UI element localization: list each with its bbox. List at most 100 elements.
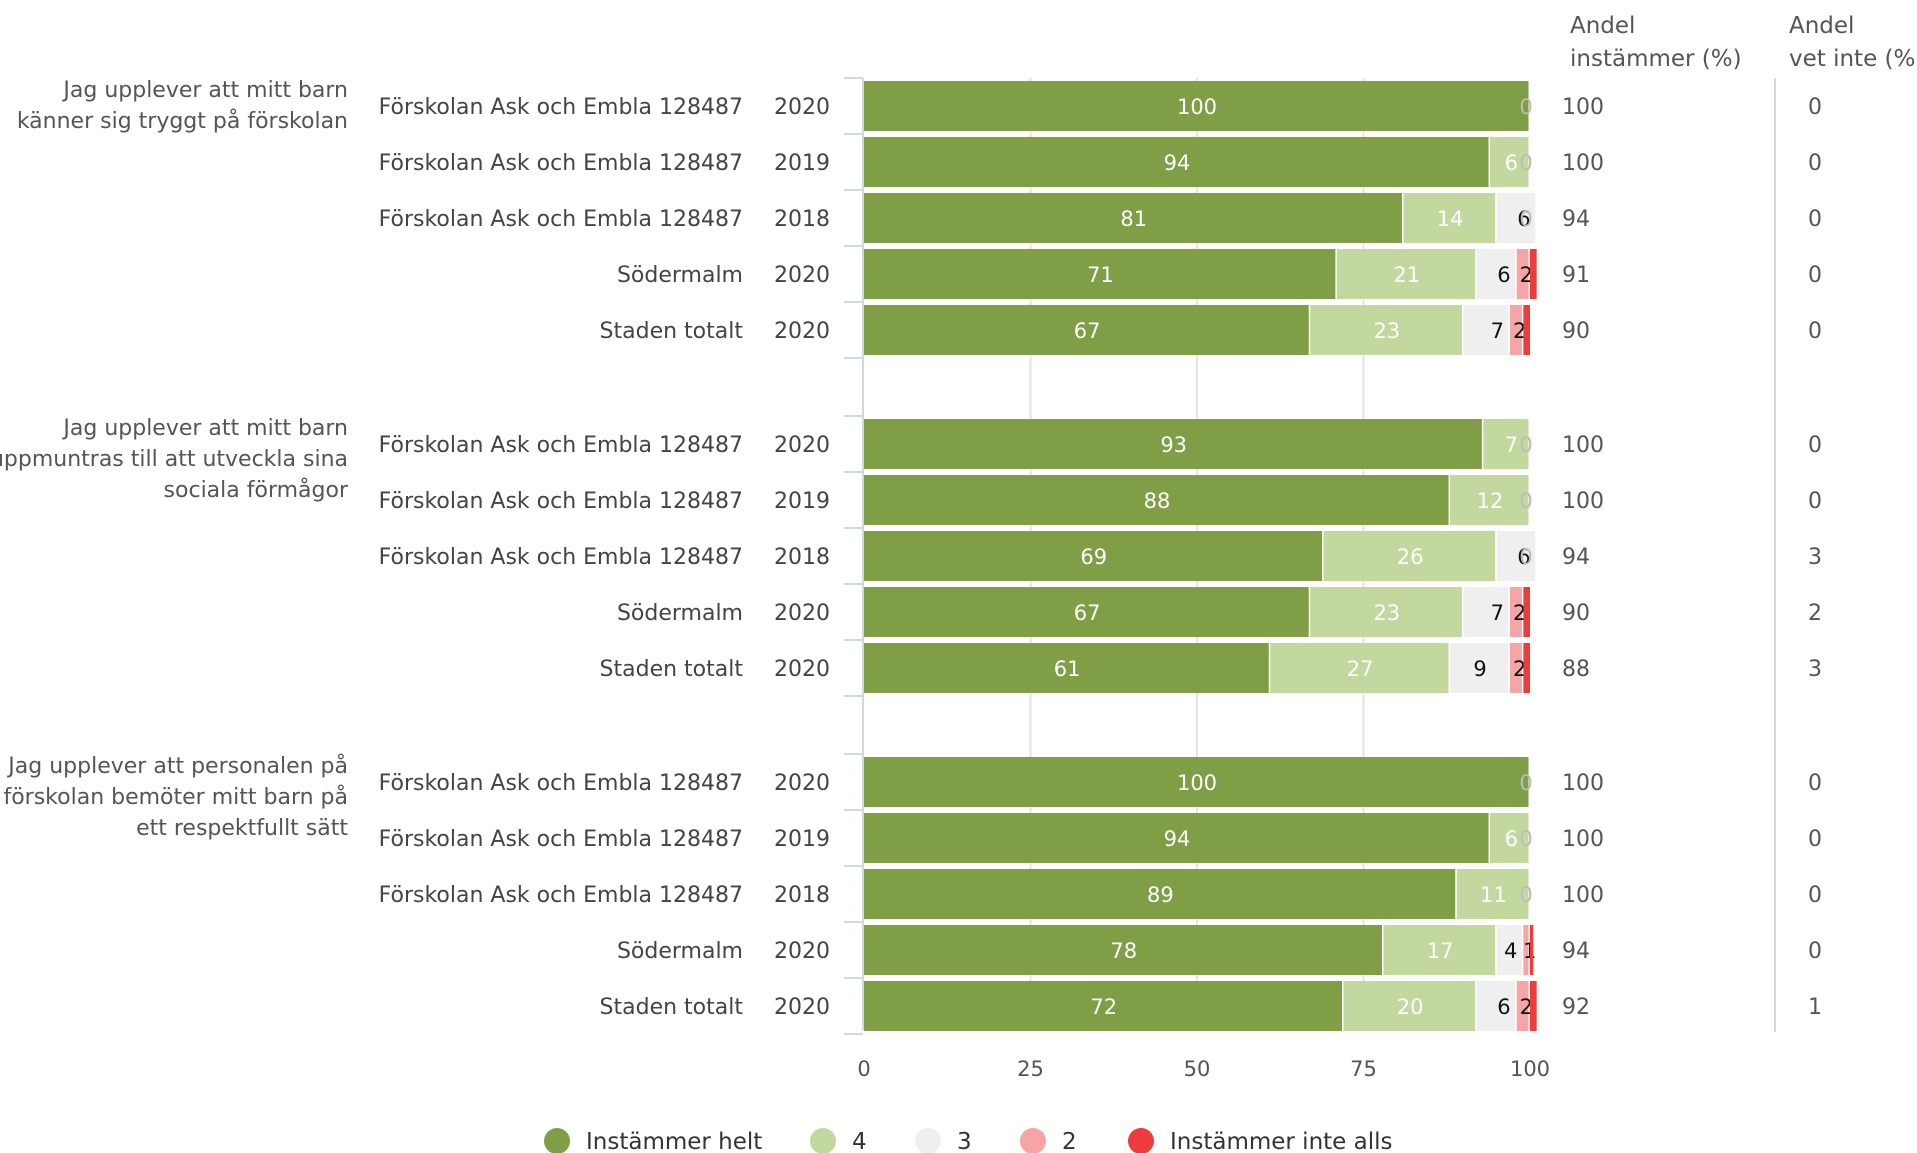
bar-segment-label: 0 [1519, 883, 1532, 907]
bar-segment-5 [1530, 981, 1537, 1031]
bar-segment-3 [1496, 193, 1536, 243]
bar-segment-label: 72 [1090, 995, 1117, 1019]
bar-segment-label: 0 [1519, 95, 1532, 119]
bar-segment-4 [1516, 981, 1529, 1031]
row-year-label: 2020 [774, 601, 830, 626]
bar-row: Förskolan Ask och Embla 128487 2020 100 0 10… [379, 77, 1822, 131]
bar-segment-label: 100 [1177, 771, 1217, 795]
bar-segment-3 [1476, 249, 1516, 299]
bar-row: Förskolan Ask och Embla 128487 2018 89 11 0 1… [379, 865, 1822, 919]
bar-segment-1 [864, 531, 1323, 581]
x-tick-label: 100 [1510, 1057, 1550, 1081]
row-unit-label: Förskolan Ask och Embla 128487 [379, 489, 743, 514]
bar-row: Staden totalt 2020 61 27 9 2 88 3 [600, 639, 1822, 697]
bar-segment-label: 0 [1519, 207, 1532, 231]
bar-segment-label: 23 [1373, 601, 1400, 625]
bar-row: Förskolan Ask och Embla 128487 2020 93 7 0 10… [379, 415, 1822, 469]
bar-segment-label: 17 [1427, 939, 1454, 963]
row-unit-label: Förskolan Ask och Embla 128487 [379, 433, 743, 458]
bar-segment-label: 88 [1144, 489, 1171, 513]
legend-marker [544, 1128, 570, 1153]
legend-label: 4 [852, 1129, 867, 1153]
bar-segment-2 [1490, 137, 1529, 187]
bar-segment-5 [1530, 925, 1534, 975]
header-share-agree: instämmer (%) [1570, 46, 1742, 72]
question-text: Jag upplever att mitt barn [61, 78, 348, 103]
bar-segment-label: 78 [1110, 939, 1137, 963]
bar-segment-label: 21 [1393, 263, 1420, 287]
bar-segment-label: 7 [1491, 601, 1504, 625]
legend: Instämmer helt 4 3 2 Instämmer inte alls [544, 1128, 1393, 1153]
row-year-label: 2020 [774, 433, 830, 458]
row-unit-label: Förskolan Ask och Embla 128487 [379, 207, 743, 232]
bar-segment-1 [864, 813, 1489, 863]
bar-segment-2 [1270, 643, 1449, 693]
bar-row: Staden totalt 2020 72 20 6 2 92 1 [600, 977, 1822, 1035]
x-tick-label: 25 [1017, 1057, 1044, 1081]
row-unit-label: Staden totalt [600, 319, 744, 344]
bar-segment-label: 7 [1505, 433, 1518, 457]
x-tick-label: 75 [1350, 1057, 1377, 1081]
bar-segment-4 [1510, 643, 1522, 693]
share-dont-know-value: 0 [1808, 489, 1822, 514]
x-tick-label: 0 [857, 1057, 870, 1081]
bar-segment-label: 26 [1397, 545, 1424, 569]
question-group: Jag upplever att mitt barn känner sig try… [17, 77, 1822, 359]
share-agree-value: 100 [1562, 883, 1604, 908]
bar-segment-2 [1343, 981, 1476, 1031]
bar-row: Södermalm 2020 71 21 6 2 91 0 [617, 245, 1822, 299]
row-year-label: 2020 [774, 995, 830, 1020]
bar-segment-label: 0 [1519, 433, 1532, 457]
bar-row: Södermalm 2020 78 17 4 1 94 0 [617, 921, 1822, 975]
row-unit-label: Södermalm [617, 939, 743, 964]
row-year-label: 2019 [774, 489, 830, 514]
share-agree-value: 94 [1562, 545, 1590, 570]
bar-segment-label: 0 [1519, 489, 1532, 513]
bar-row: Staden totalt 2020 67 23 7 2 90 0 [600, 301, 1822, 359]
bar-segment-label: 93 [1160, 433, 1187, 457]
header-share-dont-know: Andel [1789, 13, 1854, 39]
bar-row: Södermalm 2020 67 23 7 2 90 2 [617, 583, 1822, 637]
bar-segment-5 [1523, 587, 1530, 637]
bar-segment-2 [1323, 531, 1496, 581]
share-agree-value: 100 [1562, 95, 1604, 120]
share-dont-know-value: 0 [1808, 771, 1822, 796]
bar-segment-4 [1510, 587, 1522, 637]
share-dont-know-value: 0 [1808, 827, 1822, 852]
bar-segment-label: 0 [1519, 771, 1532, 795]
bar-row: Förskolan Ask och Embla 128487 2019 88 12 0 1… [379, 471, 1822, 525]
question-group: Jag upplever att mitt barn uppmuntras til… [0, 415, 1822, 697]
bar-segment-label: 71 [1087, 263, 1114, 287]
legend-label: 2 [1062, 1129, 1077, 1153]
bar-segment-label: 4 [1504, 939, 1517, 963]
share-dont-know-value: 2 [1808, 601, 1822, 626]
bar-segment-label: 14 [1437, 207, 1464, 231]
row-year-label: 2018 [774, 545, 830, 570]
question-text: ett respektfullt sätt [136, 816, 348, 841]
share-dont-know-value: 3 [1808, 545, 1822, 570]
row-year-label: 2018 [774, 883, 830, 908]
share-agree-value: 100 [1562, 151, 1604, 176]
bar-segment-1 [864, 643, 1269, 693]
legend-marker [810, 1128, 836, 1153]
bar-segment-4 [1516, 249, 1529, 299]
question-text: Jag upplever att personalen på [6, 753, 348, 779]
row-year-label: 2020 [774, 95, 830, 120]
bar-row: Förskolan Ask och Embla 128487 2019 94 6 0 10… [379, 133, 1822, 187]
bar-segment-label: 2 [1513, 601, 1526, 625]
bar-segment-3 [1476, 981, 1516, 1031]
bar-segment-1 [864, 249, 1336, 299]
row-unit-label: Staden totalt [600, 657, 744, 682]
row-year-label: 2020 [774, 939, 830, 964]
bar-segment-label: 67 [1074, 601, 1101, 625]
row-year-label: 2020 [774, 263, 830, 288]
bar-row: Förskolan Ask och Embla 128487 2019 94 6 0 10… [379, 809, 1822, 863]
bar-segment-label: 100 [1177, 95, 1217, 119]
bar-segment-3 [1450, 643, 1509, 693]
share-agree-value: 100 [1562, 489, 1604, 514]
bar-segment-label: 12 [1477, 489, 1504, 513]
row-unit-label: Förskolan Ask och Embla 128487 [379, 545, 743, 570]
bar-segment-label: 61 [1054, 657, 1081, 681]
share-agree-value: 91 [1562, 263, 1590, 288]
